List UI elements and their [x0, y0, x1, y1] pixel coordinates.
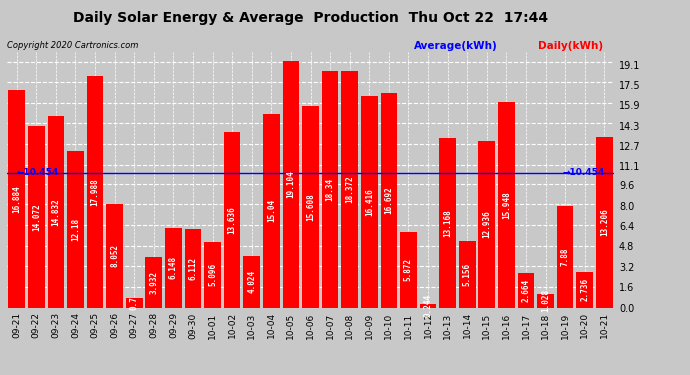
Bar — [67, 151, 83, 308]
Text: 12.936: 12.936 — [482, 210, 491, 238]
Text: 4.024: 4.024 — [247, 270, 256, 293]
Bar — [342, 71, 358, 308]
Text: Average(kWh): Average(kWh) — [414, 41, 497, 51]
Text: 5.096: 5.096 — [208, 263, 217, 286]
Text: ←10.454: ←10.454 — [17, 168, 59, 177]
Bar — [498, 102, 515, 308]
Bar — [28, 126, 45, 308]
Text: 17.988: 17.988 — [90, 178, 99, 206]
Text: 3.932: 3.932 — [149, 271, 158, 294]
Text: Daily Solar Energy & Average  Production  Thu Oct 22  17:44: Daily Solar Energy & Average Production … — [73, 11, 548, 25]
Bar — [263, 114, 279, 308]
Text: 13.206: 13.206 — [600, 209, 609, 236]
Bar — [518, 273, 534, 308]
Text: 14.072: 14.072 — [32, 203, 41, 231]
Text: 18.34: 18.34 — [326, 178, 335, 201]
Bar — [106, 204, 123, 308]
Bar — [557, 206, 573, 308]
Bar — [322, 71, 338, 308]
Bar — [185, 229, 201, 308]
Text: 2.664: 2.664 — [522, 279, 531, 302]
Bar — [440, 138, 456, 308]
Bar — [87, 76, 104, 307]
Bar — [459, 241, 475, 308]
Bar — [538, 294, 554, 307]
Bar — [204, 242, 221, 308]
Bar — [224, 132, 241, 308]
Text: 8.052: 8.052 — [110, 244, 119, 267]
Bar — [380, 93, 397, 308]
Bar — [302, 106, 319, 308]
Bar — [361, 96, 377, 308]
Text: 15.948: 15.948 — [502, 191, 511, 219]
Bar — [48, 117, 64, 308]
Bar — [165, 228, 181, 308]
Bar — [283, 62, 299, 308]
Bar — [244, 256, 260, 308]
Text: 16.692: 16.692 — [384, 186, 393, 214]
Bar — [8, 90, 25, 308]
Bar — [576, 272, 593, 308]
Text: 16.416: 16.416 — [365, 188, 374, 216]
Text: 0.7: 0.7 — [130, 296, 139, 310]
Text: 16.884: 16.884 — [12, 185, 21, 213]
Bar — [400, 232, 417, 308]
Text: 14.832: 14.832 — [51, 198, 60, 226]
Text: 7.88: 7.88 — [561, 248, 570, 266]
Text: 1.028: 1.028 — [541, 290, 550, 312]
Text: →10.454: →10.454 — [562, 168, 604, 177]
Bar — [420, 304, 436, 307]
Text: 13.636: 13.636 — [228, 206, 237, 234]
Text: 5.872: 5.872 — [404, 258, 413, 281]
Text: 6.148: 6.148 — [169, 256, 178, 279]
Text: 6.112: 6.112 — [188, 256, 197, 280]
Text: 18.372: 18.372 — [345, 176, 354, 203]
Bar — [478, 141, 495, 308]
Text: Daily(kWh): Daily(kWh) — [538, 41, 603, 51]
Text: 0.244: 0.244 — [424, 294, 433, 318]
Text: 15.608: 15.608 — [306, 193, 315, 221]
Bar — [126, 298, 143, 307]
Text: 5.156: 5.156 — [463, 263, 472, 286]
Text: 12.18: 12.18 — [71, 217, 80, 241]
Bar — [146, 257, 162, 307]
Text: 15.04: 15.04 — [267, 199, 276, 222]
Text: Copyright 2020 Cartronics.com: Copyright 2020 Cartronics.com — [7, 41, 138, 50]
Text: 19.104: 19.104 — [286, 171, 295, 198]
Text: 13.168: 13.168 — [443, 209, 452, 237]
Bar — [596, 137, 613, 308]
Text: 2.736: 2.736 — [580, 278, 589, 302]
